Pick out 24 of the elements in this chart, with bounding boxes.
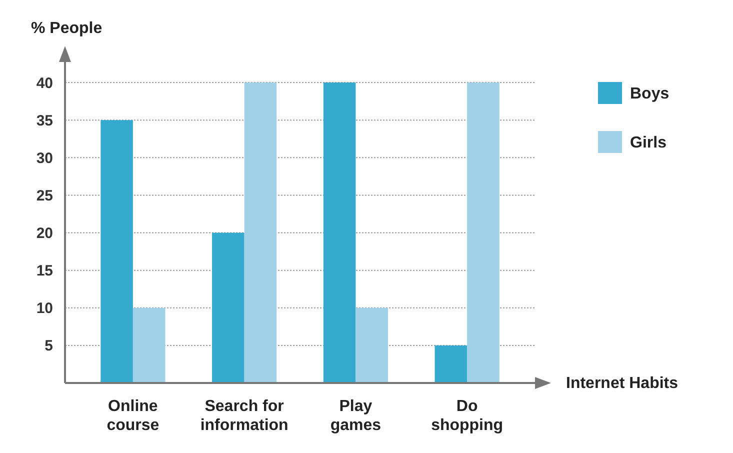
y-tick-label: 40 [36,74,53,92]
bar [434,345,468,383]
y-tick-label: 30 [36,150,53,167]
x-tick-label: Search for information [200,398,288,434]
y-tick-label: 10 [36,300,53,318]
bar [132,308,166,383]
bar [356,308,388,383]
bar [323,82,356,383]
x-tick-label: Do shopping [431,398,504,434]
y-axis-title: % People [31,20,102,37]
legend-label: Girls [630,134,667,152]
bar [467,82,500,383]
bar [244,82,277,383]
legend-label: Boys [630,86,670,103]
y-tick-label: 15 [36,262,53,280]
y-tick-label: 20 [36,225,53,242]
x-axis-title: Internet Habits [566,375,678,392]
bar [100,120,133,383]
x-tick-label: Play games [330,398,382,434]
y-tick-label: 35 [36,112,53,130]
bar [212,232,244,383]
y-tick-label: 25 [36,187,53,204]
y-tick-label: 5 [44,338,53,355]
x-tick-label: Online course [106,398,160,434]
